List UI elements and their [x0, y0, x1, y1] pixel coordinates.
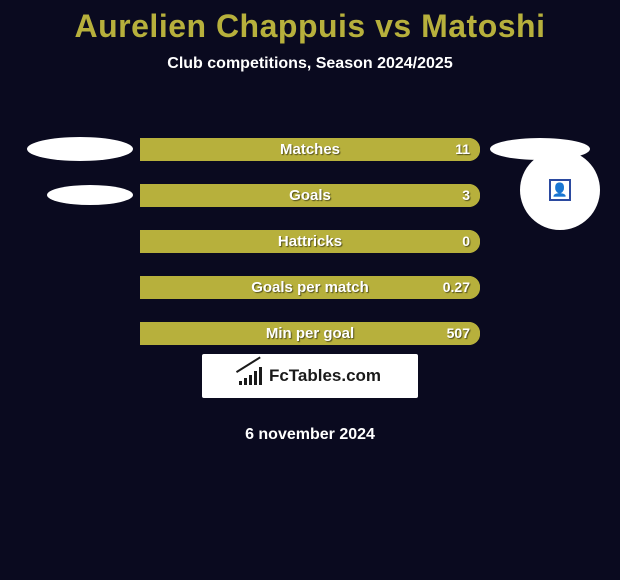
stat-bar-right-fill [140, 184, 480, 207]
date: 6 november 2024 [0, 426, 620, 444]
player-badge-ellipse [47, 185, 133, 205]
page-title: Aurelien Chappuis vs Matoshi [0, 0, 620, 45]
stat-bar-right-fill [140, 230, 480, 253]
avatar-placeholder-icon: 👤 [549, 179, 571, 201]
left-player-slot [20, 218, 140, 264]
stat-bar: Hattricks0 [140, 230, 480, 253]
comparison-card: Aurelien Chappuis vs Matoshi Club compet… [0, 0, 620, 580]
brand-text: FcTables.com [269, 366, 381, 386]
stat-row: Goals per match0.27 [0, 264, 620, 310]
stat-bar: Goals3 [140, 184, 480, 207]
stat-row: Min per goal507 [0, 310, 620, 356]
avatar: 👤 [520, 150, 600, 230]
stat-bar-right-fill [140, 276, 480, 299]
stat-bar: Min per goal507 [140, 322, 480, 345]
right-player-slot [480, 264, 600, 310]
left-player-slot [20, 310, 140, 356]
stat-bar-right-fill [140, 322, 480, 345]
left-player-slot [20, 126, 140, 172]
stat-bar: Matches11 [140, 138, 480, 161]
stat-bar-right-fill [140, 138, 480, 161]
right-player-avatar-wrap: 👤 [520, 150, 600, 230]
brand-section: FcTables.com [0, 354, 620, 398]
brand-bars-icon [239, 367, 263, 385]
player-badge-ellipse [27, 137, 133, 161]
stat-bar: Goals per match0.27 [140, 276, 480, 299]
right-player-slot [480, 310, 600, 356]
left-player-slot [20, 172, 140, 218]
subtitle: Club competitions, Season 2024/2025 [0, 55, 620, 73]
left-player-slot [20, 264, 140, 310]
brand-box[interactable]: FcTables.com [202, 354, 418, 398]
